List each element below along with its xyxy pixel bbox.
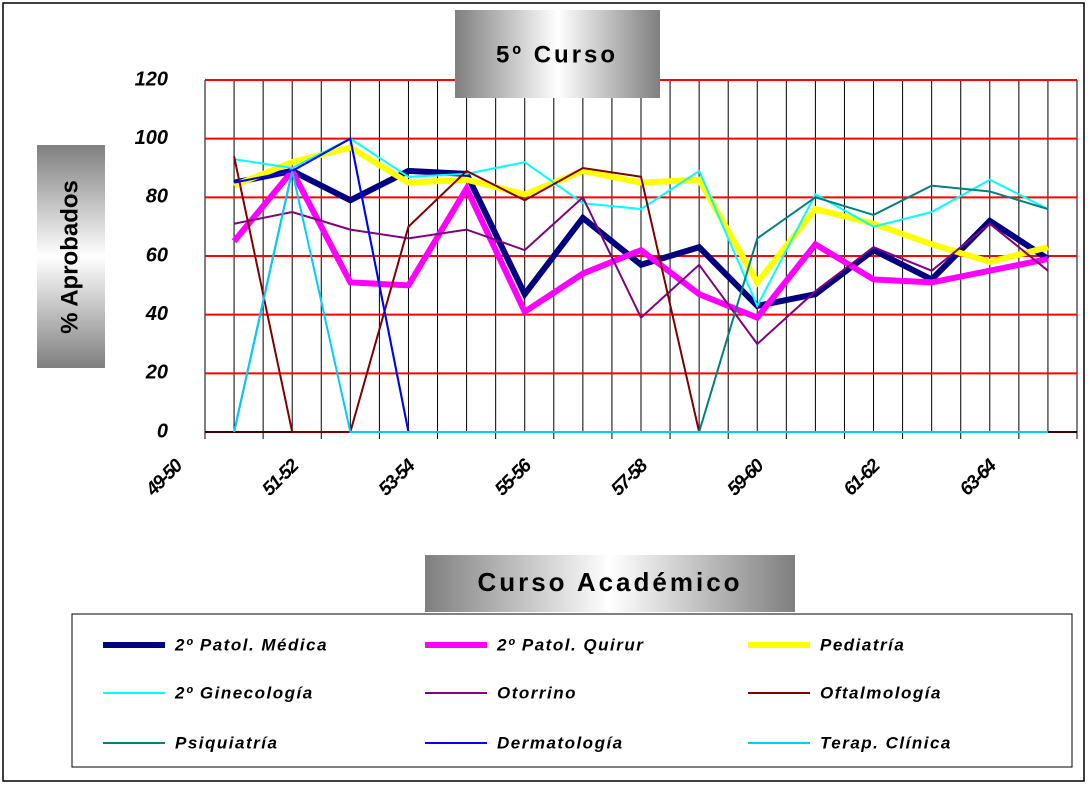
series-line (233, 137, 1049, 309)
legend-label: 2º Patol. Quirur (496, 635, 644, 654)
lines (231, 137, 1050, 433)
series-line (233, 167, 1050, 310)
y-tick-label: 100 (135, 127, 168, 149)
y-label-box (37, 145, 105, 368)
legend-label: Pediatría (820, 635, 905, 654)
chart-title: 5º Curso (496, 41, 618, 68)
legend-label: Terap. Clínica (820, 733, 952, 752)
y-axis-label: % Aprobados (56, 180, 83, 334)
x-label-box (425, 555, 795, 612)
x-axis-label: Curso Académico (477, 567, 742, 597)
legend-label: Psiquiatría (175, 733, 278, 752)
y-tick-label: 80 (146, 186, 168, 208)
legend-label: Oftalmología (820, 683, 942, 702)
legend-label: Otorrino (497, 683, 577, 702)
legend-items: 2º Patol. Médica 2º Patol. Quirur Pediatrí… (103, 635, 952, 752)
y-tick-label: 40 (145, 303, 168, 325)
legend-label: 2º Patol. Médica (174, 635, 328, 654)
series-line (233, 170, 1048, 433)
title-box (455, 10, 660, 98)
y-tick-label: 120 (135, 68, 168, 90)
series-line (231, 165, 1049, 322)
y-tick-label: 20 (145, 362, 168, 384)
y-tick-label: 0 (157, 420, 168, 442)
legend-label: Dermatología (497, 733, 624, 752)
legend-label: 2º Ginecología (174, 683, 314, 702)
series-line (232, 144, 1049, 288)
y-tick-label: 60 (146, 244, 168, 266)
legend (71, 613, 1073, 768)
